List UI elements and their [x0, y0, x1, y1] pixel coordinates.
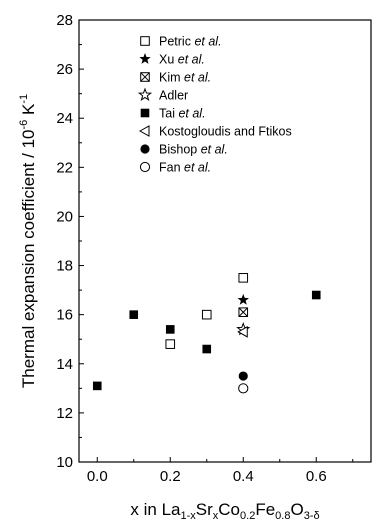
x-axis-title: x in La1-xSrxCo0.2Fe0.8O3-δ	[130, 500, 319, 522]
data-point	[201, 309, 212, 320]
y-tick-label: 22	[56, 159, 73, 176]
legend-label: Kostogloudis and Ftikos	[159, 125, 292, 139]
x-axis-title-mid1: Sr	[196, 500, 213, 519]
legend-label: Kim et al.	[159, 71, 211, 85]
y-tick-label: 20	[56, 208, 73, 225]
y-tick-label: 28	[56, 12, 73, 29]
x-axis-title-sub1: 1-x	[181, 510, 197, 522]
y-axis-title-sup2: -1	[18, 94, 30, 104]
legend-label: Bishop et al.	[159, 143, 228, 157]
legend-marker	[139, 53, 151, 64]
x-axis-title-lead: x in La	[130, 500, 181, 519]
x-axis-title-sub3: 0.2	[240, 510, 255, 522]
axis-ticks: 10 12 14 16 18 20 22 24 26 28 0.0 0.2 0.4 0.6	[56, 12, 354, 485]
y-tick-label: 16	[56, 307, 73, 324]
data-point	[165, 325, 175, 334]
legend: Petric et al. Xu et al. Kim et al. Adler Tai…	[137, 35, 292, 175]
x-axis-title-mid2: Co	[218, 500, 240, 519]
x-tick-label: 0.0	[87, 468, 108, 485]
x-tick-label: 0.4	[233, 468, 254, 485]
legend-label: Fan et al.	[159, 161, 211, 175]
legend-label: Adler	[159, 89, 188, 103]
data-point	[238, 383, 249, 394]
y-tick-label: 26	[56, 61, 73, 78]
y-axis-title-sup1: -6	[18, 120, 30, 130]
x-axis-title-sub4: 0.8	[275, 510, 290, 522]
x-tick-label: 0.6	[306, 468, 327, 485]
data-point	[311, 290, 321, 300]
y-tick-label: 24	[56, 110, 73, 127]
x-tick-label: 0.2	[160, 468, 181, 485]
data-point	[129, 310, 139, 319]
data-point	[92, 381, 102, 391]
data-point	[238, 307, 249, 318]
legend-marker	[140, 144, 150, 154]
data-point	[237, 293, 249, 305]
y-tick-label: 10	[56, 454, 73, 471]
plot-frame	[78, 19, 372, 463]
legend-label: Xu et al.	[159, 53, 205, 67]
data-point	[238, 371, 248, 381]
data-point	[238, 273, 249, 283]
y-tick-label: 18	[56, 258, 73, 275]
y-axis-title: Thermal expansion coefficient / 10-6 K-1	[18, 94, 38, 388]
y-axis-title-mid: K	[19, 103, 38, 120]
legend-marker	[139, 161, 151, 173]
y-tick-label: 14	[56, 356, 73, 373]
x-axis-title-mid3: Fe	[255, 500, 275, 519]
legend-marker	[140, 108, 150, 118]
legend-marker	[138, 125, 150, 137]
legend-marker	[137, 87, 153, 102]
legend-marker	[140, 36, 150, 46]
y-tick-label: 12	[56, 405, 73, 422]
y-axis-title-lead: Thermal expansion coefficient / 10	[19, 130, 38, 389]
data-point	[202, 344, 212, 354]
data-point	[237, 326, 248, 338]
legend-label: Tai et al.	[159, 107, 206, 121]
data-point	[165, 339, 176, 349]
data-points	[92, 273, 321, 394]
x-axis-title-sub2: x	[213, 510, 219, 522]
x-axis-title-mid4: O	[290, 500, 303, 519]
x-axis-title-sub5: 3-δ	[304, 510, 320, 522]
legend-label: Petric et al.	[159, 35, 222, 49]
legend-marker	[140, 72, 150, 82]
